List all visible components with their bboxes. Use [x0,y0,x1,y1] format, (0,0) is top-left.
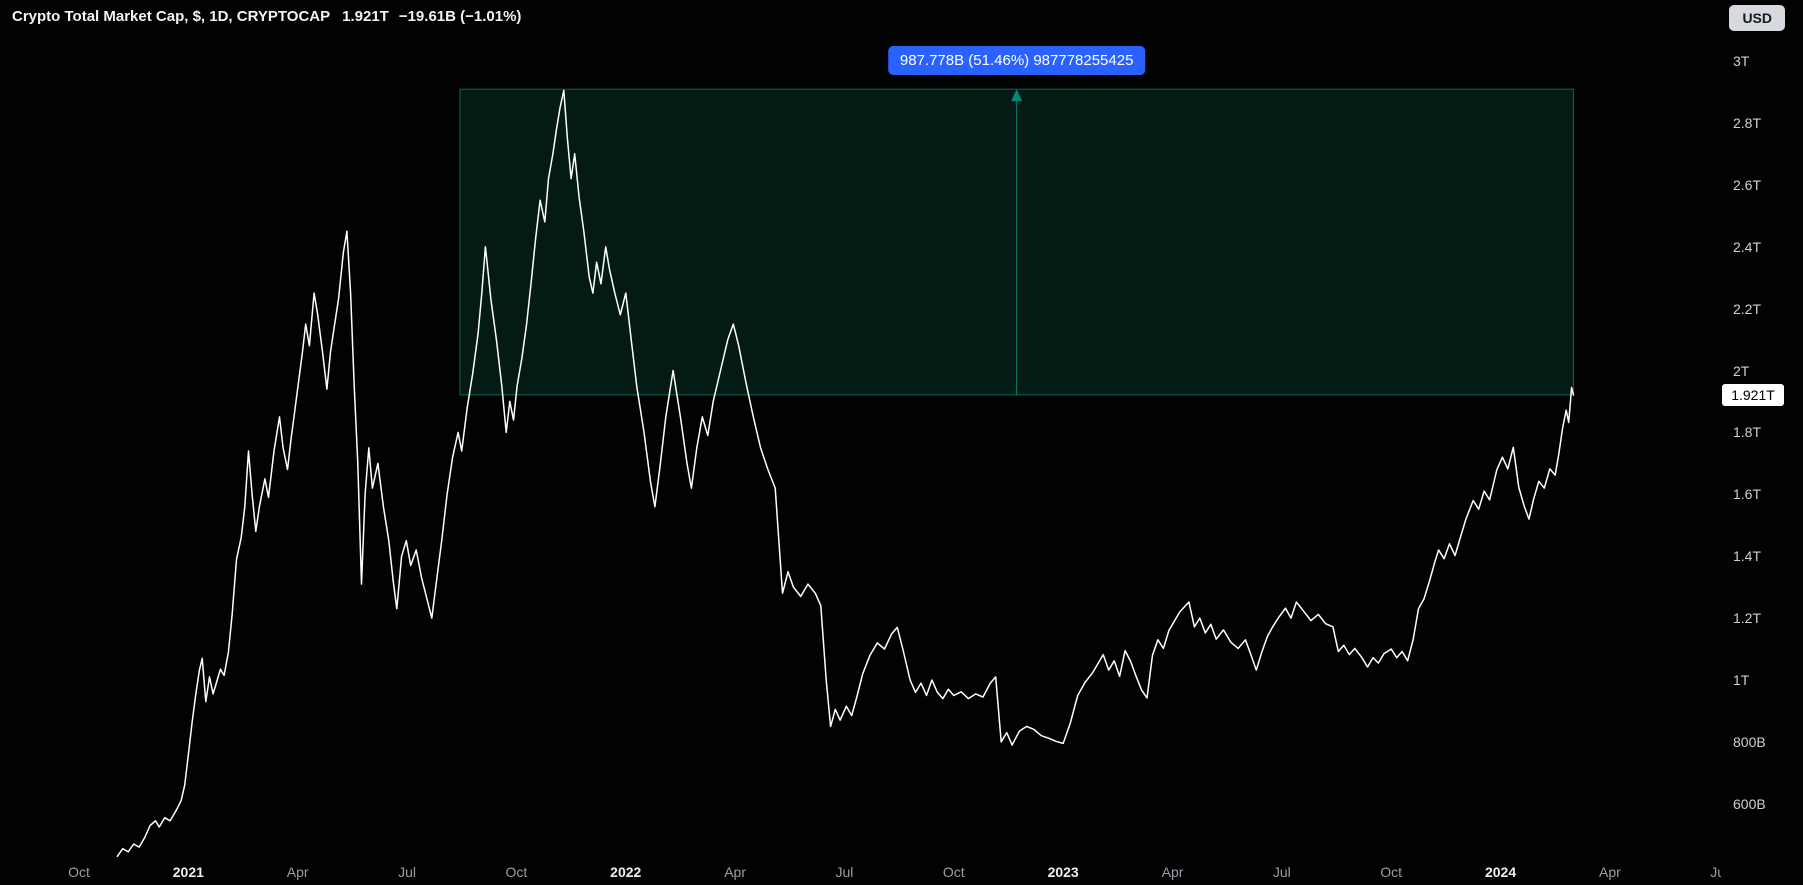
time-tick-label: Jul [1710,864,1721,880]
time-tick-label: Apr [286,864,309,880]
price-tick-label: 1.4T [1733,548,1762,565]
time-tick-label: Oct [505,864,528,880]
last-price-badge: 1.921T [1722,383,1784,406]
price-chart-canvas[interactable] [0,0,1721,860]
price-tick-label: 800B [1733,733,1766,750]
time-tick-label: Apr [1161,864,1184,880]
price-tick-label: 1.8T [1733,424,1762,441]
price-scale[interactable]: 3T 2.8T 2.6T 2.4T 2.2T 2T 1.8T 1.6T 1.4T 1.2T 1T 80… [1721,0,1803,860]
price-tick-label: 2.4T [1733,238,1762,255]
legend-last-price: 1.921T [342,8,389,25]
price-tick-label: 2.6T [1733,176,1762,193]
time-tick-label: Oct [1380,864,1403,880]
time-tick-label: 2021 [172,864,204,880]
currency-toggle-button[interactable]: USD [1729,5,1785,31]
time-tick-label: 2023 [1047,864,1079,880]
time-tick-label: Oct [68,864,90,880]
price-tick-label: 600B [1733,795,1766,812]
time-tick-label: Jul [398,864,416,880]
time-tick-label: Oct [942,864,965,880]
time-tick-label: Apr [724,864,746,880]
time-tick-label: 2024 [1484,864,1517,880]
time-tick-label: Jul [1272,864,1291,880]
legend-price-change: −19.61B (−1.01%) [398,8,522,25]
measure-tool-label[interactable]: 987.778B (51.46%) 987778255425 [887,46,1146,75]
time-scale[interactable]: Oct 2021 Apr Jul Oct 2022 Apr Jul Oct 2023 Apr Jul O… [0,860,1721,885]
price-tick-label: 1T [1733,672,1750,688]
measure-arrow-up-icon [1011,89,1023,102]
time-tick-label: Jul [835,864,854,880]
time-tick-label: 2022 [610,864,642,880]
symbol-title[interactable]: Crypto Total Market Cap, $, 1D, CRYPTOCA… [12,8,331,25]
chart-legend[interactable]: Crypto Total Market Cap, $, 1D, CRYPTOCA… [12,8,521,25]
time-tick-label: Apr [1598,864,1621,880]
market-cap-line [116,89,1575,858]
price-tick-label: 2.2T [1733,300,1762,317]
price-tick-label: 1.6T [1733,486,1762,503]
price-tick-label: 2.8T [1733,114,1762,131]
price-tick-label: 3T [1733,53,1750,69]
price-tick-label: 2T [1733,362,1750,379]
price-tick-label: 1.2T [1733,610,1762,627]
